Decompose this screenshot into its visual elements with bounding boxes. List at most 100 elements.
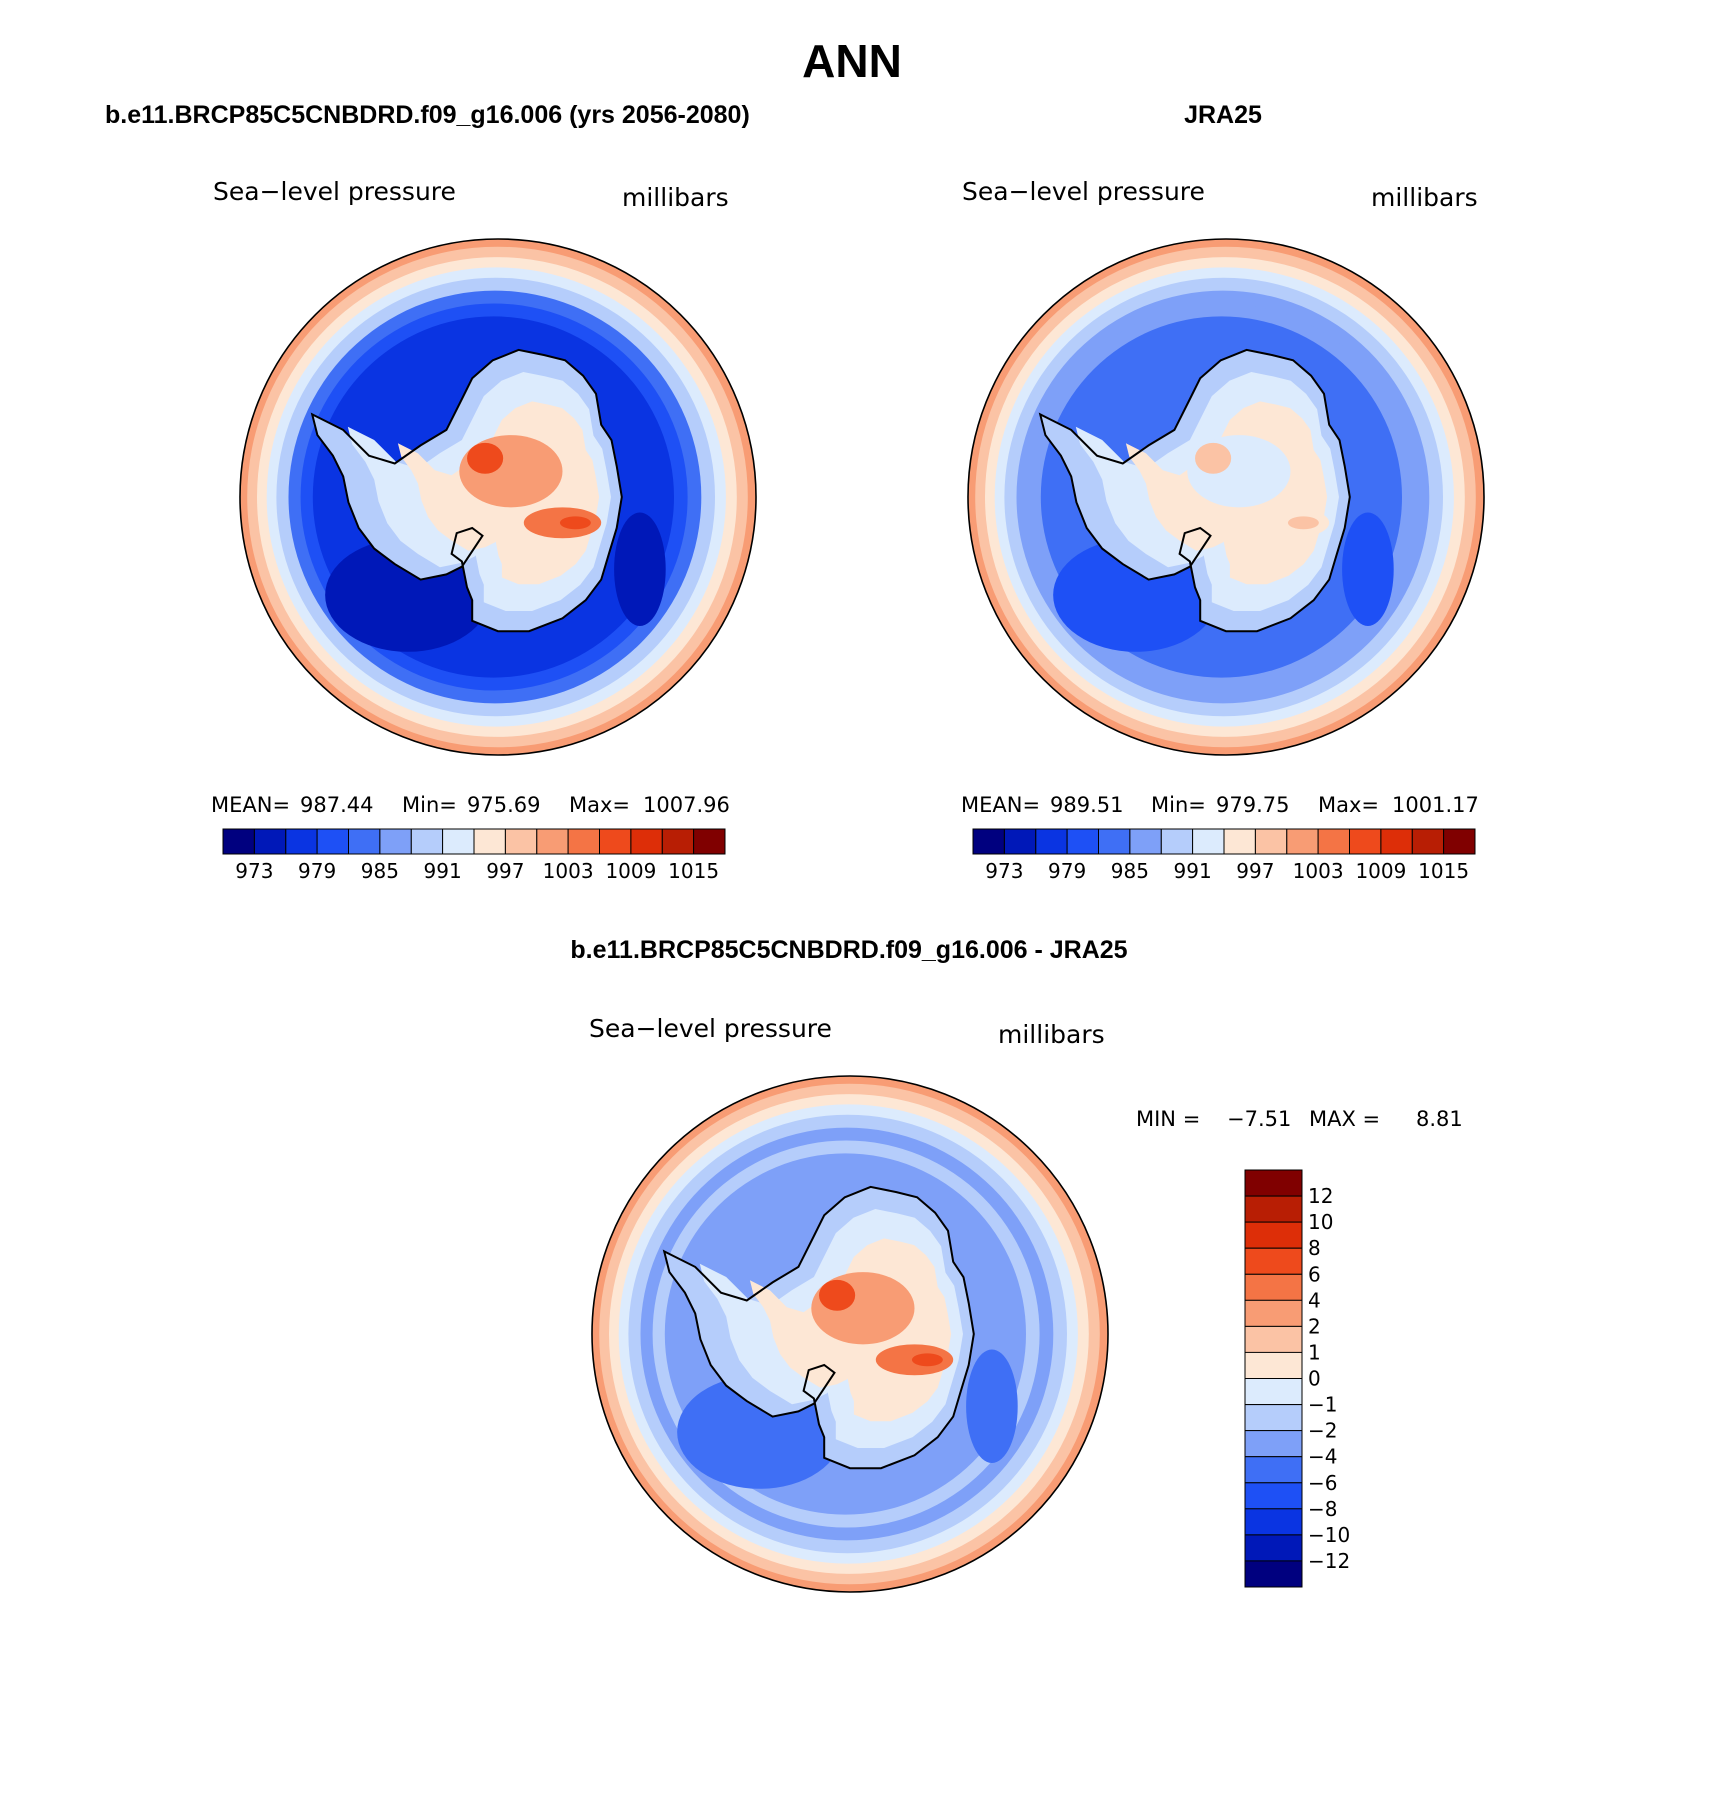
colorbar-box (222, 828, 255, 855)
max-value: 8.81 (1416, 1107, 1463, 1131)
colorbar-tick-label: −2 (1308, 1419, 1337, 1443)
colorbar-box (1003, 828, 1037, 855)
colorbar-tick-label: −8 (1308, 1497, 1337, 1521)
colorbar-tick-label: 997 (1236, 859, 1274, 883)
variable-label: Sea−level pressure (213, 177, 456, 206)
contour-band (1287, 516, 1319, 530)
colorbar-tick-label: 979 (298, 859, 336, 883)
contour-band (467, 442, 504, 474)
panel-title: b.e11.BRCP85C5CNBDRD.f09_g16.006 (yrs 20… (105, 101, 750, 129)
colorbar-box (1380, 828, 1413, 855)
colorbar-tick-label: 1003 (543, 859, 594, 883)
colorbar-box (1223, 828, 1256, 855)
contour-band (559, 516, 591, 530)
colorbar-box (630, 828, 663, 855)
colorbar-tick-label: −12 (1308, 1549, 1350, 1573)
units-label: millibars (998, 1020, 1105, 1049)
colorbar-box (1244, 1430, 1303, 1458)
colorbar-box (1244, 1508, 1303, 1536)
max-value: 1007.96 (643, 793, 730, 817)
contour-band (819, 1279, 856, 1311)
colorbar-box (253, 828, 287, 855)
colorbar-tick-label: 997 (486, 859, 524, 883)
colorbar-box (1244, 1456, 1303, 1484)
colorbar-box (972, 828, 1005, 855)
colorbar-box (1443, 828, 1476, 855)
colorbar-tick-label: 1 (1308, 1340, 1321, 1364)
min-value: 975.69 (467, 793, 540, 817)
colorbar-box (1035, 828, 1068, 855)
colorbar-box (1244, 1195, 1303, 1223)
contour-band (911, 1353, 943, 1367)
min-value: −7.51 (1227, 1107, 1291, 1131)
colorbar-tick-label: 1015 (1418, 859, 1469, 883)
colorbar-tick-label: 973 (235, 859, 273, 883)
colorbar-tick-label: 2 (1308, 1314, 1321, 1338)
min-value: 979.75 (1216, 793, 1289, 817)
contour-band (614, 512, 666, 626)
stats-line: MEAN= 989.51 Min= 979.75 Max= 1001.17 (961, 793, 1479, 817)
colorbar-box (410, 828, 444, 855)
colorbar-tick-label: 991 (1174, 859, 1212, 883)
contour-band (1195, 442, 1232, 474)
contour-band (966, 1349, 1018, 1463)
colorbar-tick-label: 985 (1111, 859, 1149, 883)
colorbar-tick-label: 979 (1048, 859, 1086, 883)
colorbar-box (1244, 1351, 1303, 1380)
colorbar-tick-label: 12 (1308, 1184, 1333, 1208)
colorbar-box (1244, 1404, 1303, 1432)
map-border (239, 238, 757, 756)
variable-label: Sea−level pressure (962, 177, 1205, 206)
colorbar-box (504, 828, 538, 855)
colorbar-box (1066, 828, 1099, 855)
stats-line: MEAN= 987.44 Min= 975.69 Max= 1007.96 (211, 793, 730, 817)
min-label: MIN = (1136, 1107, 1200, 1131)
colorbar-tick-label: −1 (1308, 1393, 1337, 1417)
colorbar-tick-label: −4 (1308, 1445, 1337, 1469)
colorbar-box (567, 828, 600, 855)
colorbar-box (1244, 1325, 1303, 1354)
colorbar-box (1160, 828, 1194, 855)
colorbar-box (1098, 828, 1131, 855)
colorbar-box (1244, 1169, 1303, 1197)
colorbar-box (599, 828, 632, 855)
colorbar-box (1244, 1299, 1303, 1327)
colorbar-box (379, 828, 412, 855)
colorbar-box (1244, 1560, 1303, 1588)
colorbar-tick-label: −10 (1308, 1523, 1350, 1547)
colorbar-tick-label: −6 (1308, 1471, 1337, 1495)
colorbar-box (348, 828, 381, 855)
colorbar-box (316, 828, 350, 855)
panel-obs: JRA25 Sea−level pressure millibars MEAN=… (961, 101, 1485, 883)
panel-title: JRA25 (1184, 101, 1262, 129)
coastline (1038, 348, 1351, 633)
colorbar-box (1244, 1378, 1303, 1406)
contour-band (1342, 512, 1394, 626)
colorbar-tick-label: 4 (1308, 1288, 1321, 1312)
colorbar-box (1244, 1247, 1303, 1275)
mean-label: MEAN= (961, 793, 1040, 817)
panel-title: b.e11.BRCP85C5CNBDRD.f09_g16.006 - JRA25 (570, 936, 1127, 964)
panel-difference: b.e11.BRCP85C5CNBDRD.f09_g16.006 - JRA25… (570, 936, 1463, 1593)
units-label: millibars (622, 183, 729, 212)
colorbar: 973 979 985 991 997 1003 1009 1015 (222, 828, 726, 883)
max-value: 1001.17 (1392, 793, 1479, 817)
colorbar-tick-label: 8 (1308, 1236, 1321, 1260)
coastline (662, 1185, 975, 1470)
colorbar-tick-label: 6 (1308, 1262, 1321, 1286)
colorbar-box (1129, 828, 1162, 855)
colorbar-box (1244, 1221, 1303, 1249)
colorbar-box (1286, 828, 1319, 855)
colorbar-tick-label: 1009 (1355, 859, 1406, 883)
colorbar-box (285, 828, 318, 855)
mean-label: MEAN= (211, 793, 290, 817)
max-label: Max= (1318, 793, 1379, 817)
colorbar-tick-label: 973 (985, 859, 1023, 883)
map-border (591, 1075, 1109, 1593)
colorbar-tick-label: 985 (361, 859, 399, 883)
colorbar-box (536, 828, 569, 855)
colorbar-box (1244, 1534, 1303, 1562)
panel-model: b.e11.BRCP85C5CNBDRD.f09_g16.006 (yrs 20… (105, 101, 757, 883)
